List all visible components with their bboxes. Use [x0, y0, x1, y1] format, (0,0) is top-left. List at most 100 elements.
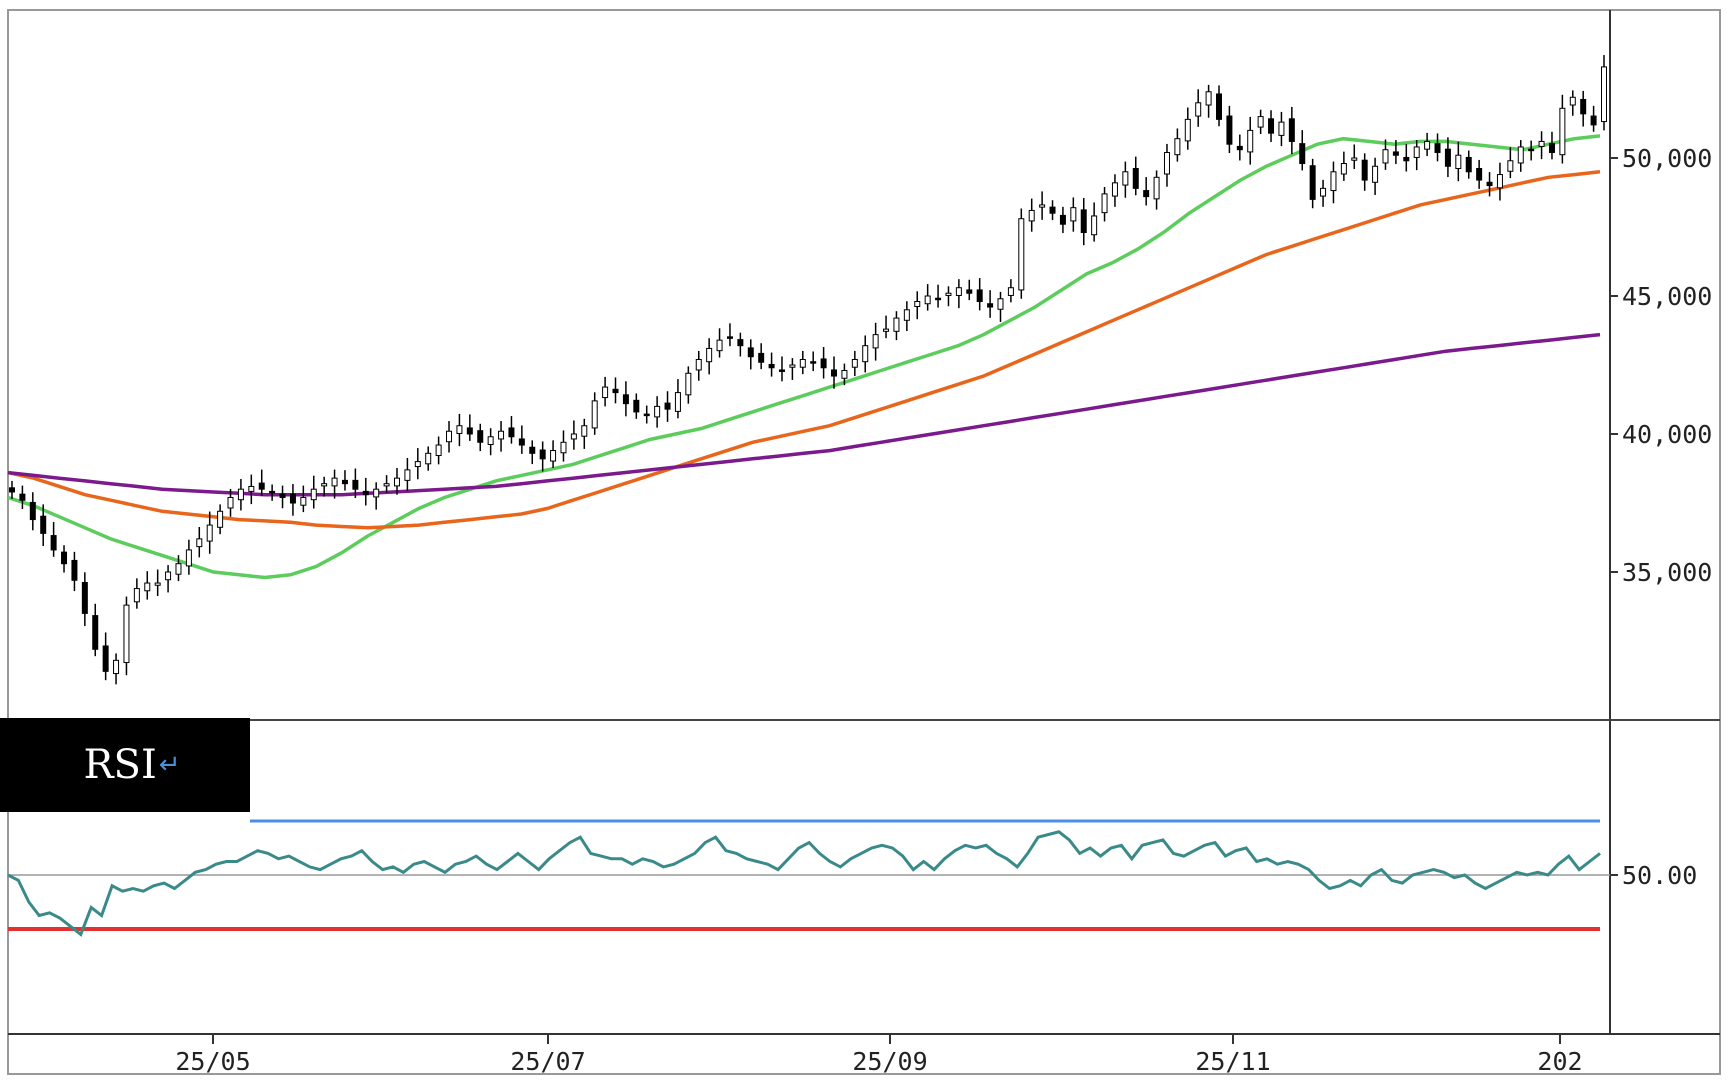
candle	[1413, 140, 1420, 171]
candle	[71, 551, 78, 592]
candle	[133, 578, 140, 609]
candle	[466, 414, 473, 441]
candle-body	[165, 571, 172, 581]
candle-body	[1424, 140, 1431, 150]
candle-body	[1226, 115, 1233, 145]
candle-body	[987, 303, 994, 308]
rsi-panel: 50.00	[7, 819, 1697, 937]
candle-body	[622, 394, 629, 405]
candle-body	[1580, 98, 1587, 115]
candle-body	[560, 441, 567, 454]
candle	[113, 653, 120, 685]
candle	[706, 338, 713, 375]
candle	[654, 396, 661, 428]
chart-frame	[7, 9, 1721, 1075]
candle-body	[685, 372, 692, 396]
candle	[1309, 158, 1316, 209]
candle	[1174, 128, 1181, 162]
candle	[81, 572, 88, 627]
candle-body	[654, 405, 661, 418]
candle-body	[1590, 115, 1597, 126]
candle	[50, 522, 57, 557]
candle-body	[1101, 193, 1108, 214]
candle	[872, 322, 879, 361]
candle-body	[539, 449, 546, 460]
candle-body	[1486, 181, 1493, 187]
candle-body	[862, 345, 869, 363]
candle	[435, 436, 442, 465]
candle	[310, 475, 317, 509]
candle	[1507, 147, 1514, 179]
candle	[768, 352, 775, 377]
price-tick-label: 45,000	[1622, 282, 1712, 311]
candle	[1476, 159, 1483, 189]
candle-body	[1403, 156, 1410, 162]
candle-body	[1278, 121, 1285, 136]
candle-body	[1548, 143, 1555, 153]
candle	[831, 356, 838, 389]
candle-body	[1143, 190, 1150, 198]
candle-body	[310, 488, 317, 501]
candle-body	[529, 446, 536, 454]
candle-body	[747, 347, 754, 358]
candle-body	[300, 496, 307, 506]
candle-body	[1257, 116, 1264, 128]
candle	[1049, 200, 1056, 221]
candle	[1392, 140, 1399, 165]
candle	[810, 351, 817, 372]
candle-body	[1163, 151, 1170, 175]
candle-body	[477, 430, 484, 443]
candle-body	[945, 292, 952, 296]
candle-body	[1059, 214, 1066, 225]
candle	[935, 284, 942, 308]
candle-body	[706, 347, 713, 363]
candle	[373, 482, 380, 510]
candle-body	[695, 358, 702, 371]
candle	[237, 478, 244, 511]
candle-body	[1465, 156, 1472, 173]
candle	[560, 430, 567, 462]
candle	[498, 421, 505, 452]
candle	[175, 555, 182, 582]
candle	[1320, 179, 1327, 207]
candle	[1288, 106, 1295, 155]
candle	[1205, 84, 1212, 118]
date-tick-label: 202	[1537, 1047, 1582, 1076]
candle	[456, 413, 463, 447]
moving-average-line-1	[7, 134, 1601, 580]
candle	[1236, 134, 1243, 161]
candle-body	[893, 317, 900, 332]
candle	[1216, 85, 1223, 127]
candle	[1424, 132, 1431, 157]
candle	[206, 511, 213, 554]
candle-body	[883, 328, 890, 332]
candle	[799, 350, 806, 375]
candle-body	[955, 287, 962, 296]
candle	[289, 483, 296, 516]
candle	[1455, 141, 1462, 182]
candle	[726, 323, 733, 347]
candle	[1403, 143, 1410, 172]
candle	[341, 470, 348, 491]
candle-body	[498, 430, 505, 440]
candle	[1028, 198, 1035, 232]
candle	[9, 480, 15, 499]
candle	[362, 477, 369, 506]
price-tick-label: 50,000	[1622, 144, 1712, 173]
candle-body	[831, 369, 838, 377]
candle-body	[1080, 209, 1087, 234]
candle-body	[872, 334, 879, 349]
candle-body	[903, 309, 910, 321]
candle-body	[643, 413, 650, 417]
candle	[685, 366, 692, 404]
candle	[425, 446, 432, 471]
candle-body	[1049, 206, 1056, 214]
candle-body	[50, 535, 57, 551]
candle-body	[508, 427, 515, 438]
candle-body	[737, 339, 744, 347]
candle	[508, 416, 515, 444]
candle-body	[997, 298, 1004, 310]
candle-body	[674, 392, 681, 412]
candle-body	[581, 425, 588, 437]
